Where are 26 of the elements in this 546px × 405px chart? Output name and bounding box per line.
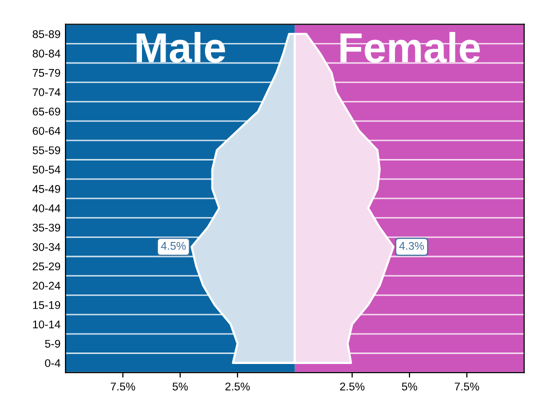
y-tick-label: 10-14 [33,320,60,328]
y-tick-label: 20-24 [32,282,60,290]
x-tick-label: 5% [172,382,188,390]
y-tick-label: 55-59 [32,146,60,154]
y-tick-label: 70-74 [32,88,60,96]
x-tick-label: 2.5% [340,382,364,390]
y-tick-label: 40-44 [32,204,60,212]
y-tick-label: 25-29 [32,262,60,270]
annotation: 4.5% [161,242,186,250]
y-tick-label: 80-84 [32,50,60,58]
y-tick-label: 85-89 [32,30,60,38]
y-tick-label: 0-4 [45,359,60,368]
y-tick-label: 45-49 [32,185,60,193]
y-tick-label: 30-34 [32,243,60,251]
x-tick-label: 2.5% [225,382,250,390]
y-tick-label: 65-69 [32,108,60,116]
y-tick-label: 15-19 [33,301,60,310]
y-tick-label: 75-79 [32,68,60,77]
y-tick-label: 50-54 [32,166,60,174]
x-tick-label: 7.5% [454,382,480,390]
y-tick-label: 35-39 [32,224,60,232]
x-tick-label: 5% [402,382,418,390]
y-tick-label: 5-9 [45,340,60,348]
annotation: 4.3% [399,242,424,250]
y-tick-label: 60-64 [32,126,60,135]
x-tick-label: 7.5% [110,382,136,390]
